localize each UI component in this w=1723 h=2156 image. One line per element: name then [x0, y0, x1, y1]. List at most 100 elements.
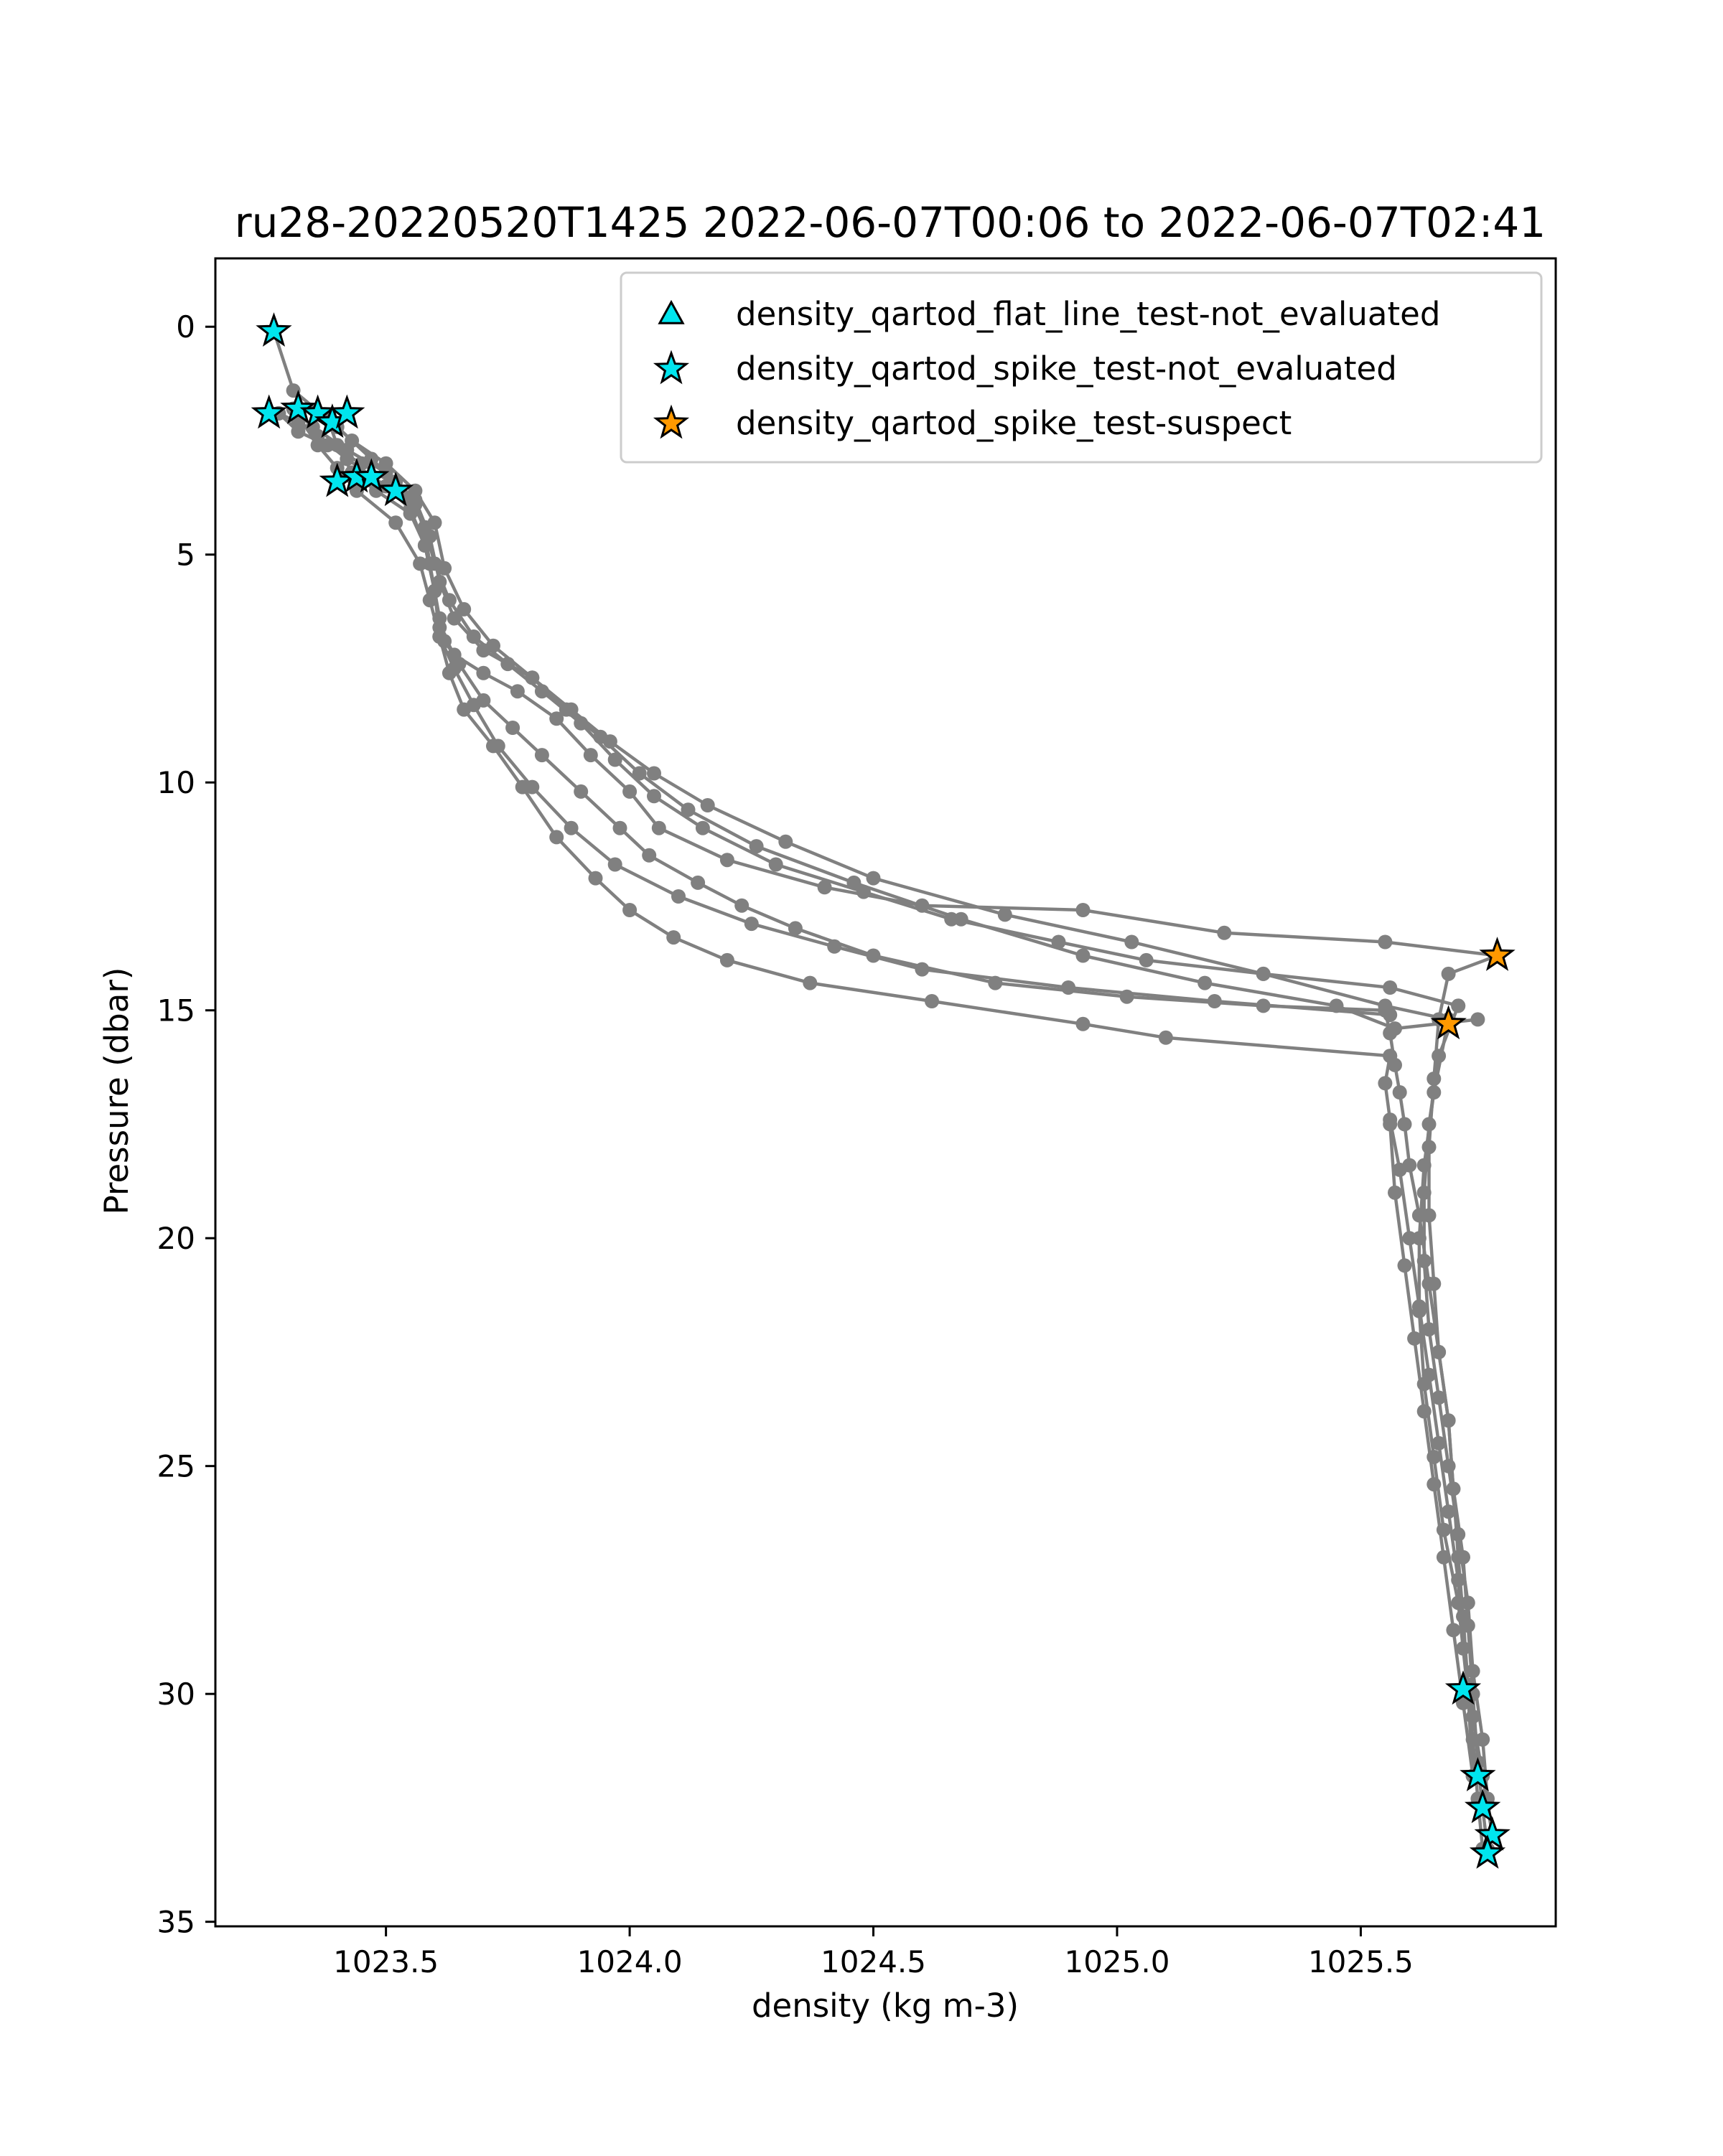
- x-tick-label: 1024.0: [577, 1944, 683, 1979]
- y-tick-label: 15: [157, 993, 195, 1028]
- data-point: [691, 875, 706, 890]
- legend-label: density_qartod_spike_test-suspect: [736, 404, 1292, 442]
- spike-not-evaluated-marker: [256, 312, 292, 347]
- legend-star-icon: [653, 404, 690, 439]
- data-point: [768, 857, 783, 872]
- data-point: [1470, 1012, 1485, 1027]
- legend-label: density_qartod_spike_test-not_evaluated: [736, 350, 1397, 388]
- data-point: [588, 871, 603, 886]
- data-point: [310, 438, 325, 453]
- data-point: [1407, 1331, 1422, 1346]
- spike-suspect-marker: [1479, 937, 1516, 971]
- spike-not-evaluated-marker: [299, 394, 336, 429]
- x-tick-label: 1025.0: [1064, 1944, 1169, 1979]
- data-point: [827, 939, 842, 954]
- legend-triangle-icon: [658, 299, 685, 324]
- plot-frame: [214, 257, 1557, 1928]
- data-point: [1217, 925, 1232, 940]
- data-point: [466, 629, 481, 644]
- profile-line-8: [291, 408, 1391, 1058]
- spike-suspect-marker: [1430, 1005, 1467, 1040]
- data-point: [593, 729, 608, 744]
- data-point: [1436, 1550, 1451, 1565]
- data-point: [447, 611, 462, 626]
- data-point: [1388, 1021, 1402, 1036]
- y-tick-label: 0: [176, 309, 195, 345]
- data-point: [1075, 903, 1091, 917]
- data-point: [1158, 1030, 1173, 1045]
- data-point: [1392, 1085, 1407, 1100]
- y-tick-label: 20: [157, 1221, 195, 1256]
- data-point: [1432, 1390, 1447, 1405]
- data-point: [1383, 1049, 1398, 1064]
- y-tick-label: 5: [176, 538, 195, 573]
- data-point: [403, 506, 418, 521]
- data-point: [549, 830, 564, 845]
- data-point: [788, 921, 803, 936]
- y-tick-label: 10: [157, 765, 195, 800]
- data-point: [1441, 1504, 1456, 1519]
- y-tick-label: 30: [157, 1677, 195, 1712]
- data-point: [647, 789, 661, 804]
- data-point: [647, 766, 661, 781]
- data-point: [417, 538, 432, 553]
- data-point: [612, 820, 627, 835]
- data-point: [413, 556, 428, 571]
- spike-not-evaluated-marker: [1444, 1670, 1482, 1705]
- data-point: [1441, 1458, 1456, 1473]
- data-point: [719, 853, 734, 868]
- legend: density_qartod_flat_line_test-not_evalua…: [620, 271, 1543, 464]
- data-point: [427, 515, 442, 530]
- spike-not-evaluated-marker: [1464, 1789, 1501, 1824]
- data-point: [447, 661, 462, 676]
- data-point: [642, 848, 657, 863]
- legend-label: density_qartod_flat_line_test-not_evalua…: [736, 295, 1440, 333]
- data-point: [1451, 998, 1466, 1013]
- data-point: [1383, 1008, 1398, 1023]
- profile-line-4: [278, 411, 1386, 1012]
- spike-not-evaluated-marker: [1474, 1816, 1510, 1851]
- data-point: [476, 665, 491, 680]
- data-point: [559, 702, 574, 717]
- axes: 1023.5 1024.0 1024.5 1025.0 1025.5 0 5 10 15 20 25…: [157, 309, 1414, 1979]
- data-point: [1061, 980, 1076, 995]
- data-point: [549, 711, 564, 726]
- data-point: [1197, 975, 1213, 990]
- data-point: [1427, 1477, 1442, 1492]
- data-point: [486, 638, 500, 653]
- data-point: [719, 952, 734, 967]
- data-point: [915, 962, 930, 977]
- spike-not-evaluated-marker: [353, 458, 390, 493]
- y-tick-label: 25: [157, 1449, 195, 1484]
- data-point: [1392, 1162, 1407, 1177]
- data-point: [1432, 1344, 1447, 1359]
- chart-title: ru28-20220520T1425 2022-06-07T00:06 to 2…: [235, 198, 1546, 247]
- data-point: [1075, 948, 1091, 963]
- data-point: [1441, 1413, 1456, 1428]
- data-point: [607, 752, 622, 767]
- data-point: [564, 820, 579, 835]
- data-point: [388, 515, 403, 530]
- data-point: [291, 424, 306, 439]
- spike-not-evaluated-marker: [1469, 1834, 1506, 1869]
- data-point: [925, 994, 939, 1008]
- legend-star-icon: [653, 350, 690, 385]
- data-point: [734, 898, 750, 913]
- data-point: [1432, 1435, 1447, 1450]
- data-point: [622, 903, 638, 917]
- data-point: [1378, 1076, 1393, 1091]
- data-point: [408, 483, 423, 498]
- data-point: [437, 561, 452, 576]
- data-point: [510, 684, 525, 699]
- data-point: [1207, 994, 1222, 1008]
- x-tick-label: 1023.5: [333, 1944, 439, 1979]
- data-point: [1416, 1158, 1432, 1173]
- data-point: [1465, 1664, 1480, 1679]
- plot-area: [251, 312, 1516, 1869]
- data-point: [1397, 1258, 1412, 1273]
- data-point: [1451, 1527, 1466, 1542]
- data-point: [1427, 1085, 1442, 1100]
- data-point: [1383, 1117, 1398, 1132]
